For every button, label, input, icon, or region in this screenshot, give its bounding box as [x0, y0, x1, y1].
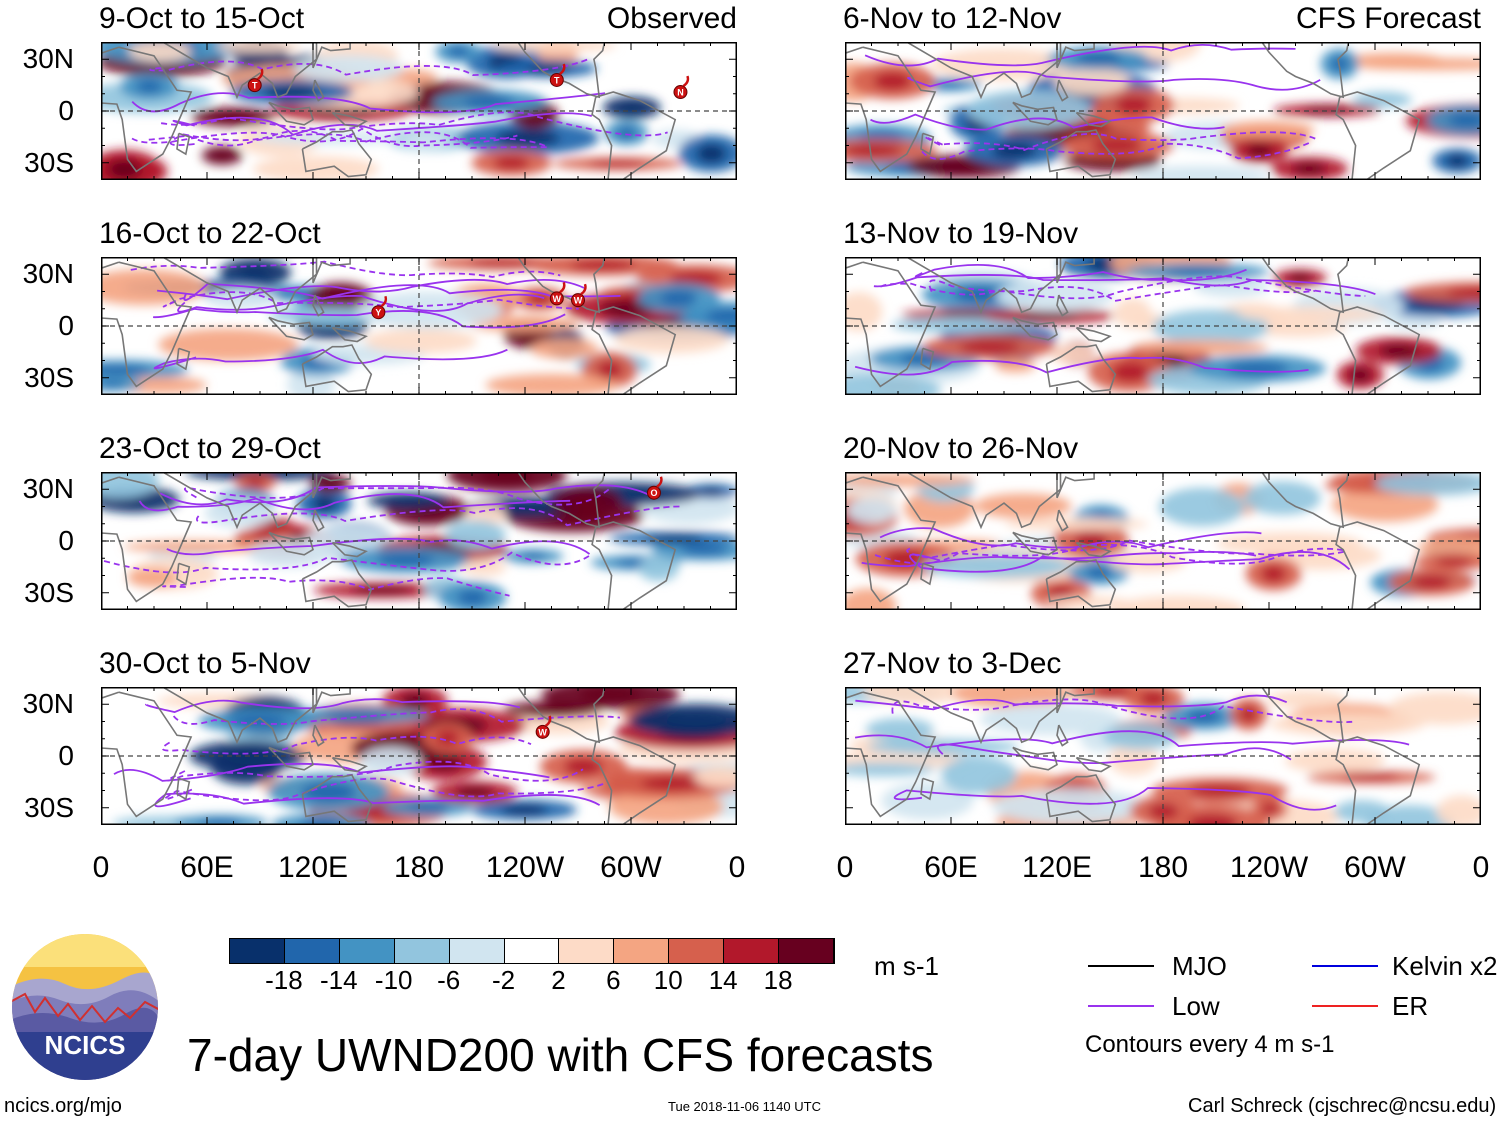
x-tick-label: 60E: [924, 851, 978, 884]
storm-marker: W: [535, 715, 552, 739]
y-tick-label: 0: [58, 95, 74, 126]
heatmap-panel: Y W W: [101, 257, 737, 395]
heatmap-panel: W: [101, 687, 737, 825]
legend-kelvin-label: Kelvin x2: [1392, 951, 1498, 981]
ncics-logo: NCICS: [12, 934, 158, 1080]
storm-marker: T: [549, 63, 566, 87]
colorbar: [229, 938, 835, 964]
y-tick-label: 0: [58, 740, 74, 771]
panel-title: 6-Nov to 12-Nov: [843, 2, 1062, 35]
colorbar-swatch: [559, 939, 615, 963]
storm-marker: T: [247, 68, 264, 93]
colorbar-label: 6: [606, 965, 621, 995]
x-tick-label: 180: [393, 851, 445, 884]
panel-tag: CFS Forecast: [1295, 2, 1481, 35]
storm-marker: W: [571, 283, 587, 308]
x-tick-label: 0: [92, 851, 110, 884]
colorbar-label: -6: [437, 965, 461, 995]
colorbar-swatch: [339, 939, 395, 963]
main-title: 7-day UWND200 with CFS forecasts: [187, 1029, 934, 1081]
storm-marker: N: [673, 75, 690, 100]
x-tick-label: 60W: [600, 851, 662, 884]
colorbar-swatch: [284, 939, 340, 963]
heatmap-panel: [845, 42, 1481, 180]
colorbar-swatch: [779, 939, 834, 963]
svg-text:W: W: [574, 296, 583, 306]
colorbar-swatch: [669, 939, 725, 963]
heatmap-panel: T T N: [101, 42, 737, 180]
colorbar-swatch: [230, 939, 285, 963]
x-tick-label: 120E: [1021, 851, 1093, 884]
y-tick-label: 30N: [22, 258, 74, 290]
y-tick-label: 30N: [22, 688, 74, 720]
y-tick-label: 0: [58, 310, 74, 341]
heatmap-panel: [845, 687, 1481, 825]
colorbar-label: -2: [491, 965, 516, 995]
contour-note: Contours every 4 m s-1: [1085, 1031, 1335, 1058]
y-tick-label: 30S: [24, 361, 74, 393]
colorbar-label: 14: [708, 965, 738, 995]
colorbar-units: m s-1: [874, 951, 939, 981]
panel-title: 16-Oct to 22-Oct: [99, 217, 321, 250]
logo-text: NCICS: [45, 1030, 126, 1060]
x-tick-label: 0: [836, 851, 854, 884]
colorbar-label: 10: [653, 965, 683, 995]
svg-text:W: W: [553, 294, 562, 304]
legend-kelvin-line: [1312, 965, 1378, 967]
legend-mjo-line: [1088, 965, 1154, 967]
colorbar-label: -14: [320, 965, 358, 995]
colorbar-swatch: [449, 939, 505, 963]
heatmap-panel: [845, 472, 1481, 610]
y-tick-label: 30N: [22, 473, 74, 505]
panel-title: 9-Oct to 15-Oct: [99, 2, 305, 35]
legend-low-line: [1088, 1005, 1154, 1007]
colorbar-swatch: [724, 939, 780, 963]
y-tick-label: 30S: [24, 791, 74, 823]
x-tick-label: 60W: [1344, 851, 1406, 884]
footer-author[interactable]: Carl Schreck (cjschrec@ncsu.edu): [1188, 1095, 1497, 1117]
colorbar-swatch: [394, 939, 450, 963]
x-tick-label: 120W: [485, 851, 565, 884]
panel-tag: Observed: [606, 2, 737, 35]
y-tick-label: 30S: [24, 576, 74, 608]
storm-marker: O: [646, 476, 663, 500]
svg-text:N: N: [677, 88, 684, 98]
y-tick-label: 0: [58, 525, 74, 556]
svg-text:Y: Y: [375, 308, 381, 318]
svg-text:T: T: [252, 81, 258, 91]
heatmap-panel: O: [101, 472, 737, 610]
x-tick-label: 120W: [1229, 851, 1309, 884]
x-tick-label: 0: [728, 851, 746, 884]
storm-marker: Y: [371, 295, 388, 320]
legend-er-label: ER: [1392, 991, 1429, 1021]
svg-text:O: O: [650, 488, 657, 498]
colorbar-label: -10: [374, 965, 413, 995]
heatmap-panel: [845, 257, 1481, 395]
panel-title: 27-Nov to 3-Dec: [843, 647, 1062, 680]
svg-text:W: W: [538, 727, 547, 737]
footer-url[interactable]: ncics.org/mjo: [4, 1095, 122, 1117]
colorbar-swatch: [614, 939, 670, 963]
colorbar-label: 2: [551, 965, 566, 995]
colorbar-label: 18: [763, 965, 793, 995]
legend-low-label: Low: [1172, 991, 1220, 1021]
storm-marker: W: [549, 282, 566, 306]
panel-title: 23-Oct to 29-Oct: [99, 432, 321, 465]
legend-er-line: [1312, 1005, 1378, 1007]
colorbar-label: -18: [265, 965, 303, 995]
panel-title: 13-Nov to 19-Nov: [843, 217, 1079, 250]
y-tick-label: 30N: [22, 43, 74, 75]
x-tick-label: 0: [1472, 851, 1490, 884]
x-tick-label: 180: [1137, 851, 1189, 884]
svg-text:T: T: [554, 75, 560, 85]
x-tick-label: 120E: [277, 851, 349, 884]
panel-title: 30-Oct to 5-Nov: [99, 647, 311, 680]
colorbar-swatch: [504, 939, 560, 963]
y-tick-label: 30S: [24, 146, 74, 178]
legend-mjo-label: MJO: [1172, 951, 1227, 981]
footer-timestamp: Tue 2018-11-06 1140 UTC: [668, 1099, 821, 1114]
x-tick-label: 60E: [180, 851, 234, 884]
panel-title: 20-Nov to 26-Nov: [843, 432, 1079, 465]
